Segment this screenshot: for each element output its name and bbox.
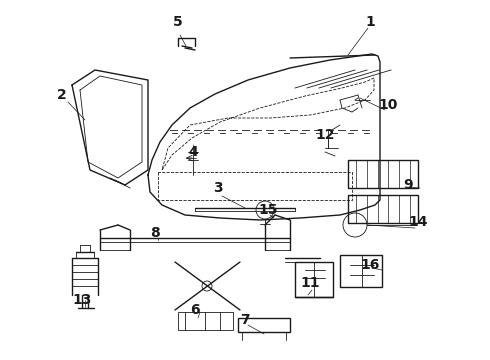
Bar: [178, 312, 233, 330]
Text: 3: 3: [213, 181, 223, 195]
Text: 12: 12: [315, 128, 335, 142]
Text: 7: 7: [240, 313, 250, 327]
Bar: [348, 195, 418, 223]
Bar: [340, 255, 382, 287]
Text: 14: 14: [408, 215, 428, 229]
Text: 9: 9: [403, 178, 413, 192]
Text: 8: 8: [150, 226, 160, 240]
Text: 11: 11: [300, 276, 320, 290]
Text: 1: 1: [365, 15, 375, 29]
Bar: [238, 318, 290, 332]
Bar: [348, 160, 418, 188]
Text: 4: 4: [188, 145, 198, 159]
Bar: [295, 262, 333, 297]
Text: 5: 5: [173, 15, 183, 29]
Text: 15: 15: [258, 203, 278, 217]
Text: 10: 10: [378, 98, 398, 112]
Text: 6: 6: [190, 303, 200, 317]
Text: 16: 16: [360, 258, 380, 272]
Text: 13: 13: [73, 293, 92, 307]
Text: 2: 2: [57, 88, 67, 102]
